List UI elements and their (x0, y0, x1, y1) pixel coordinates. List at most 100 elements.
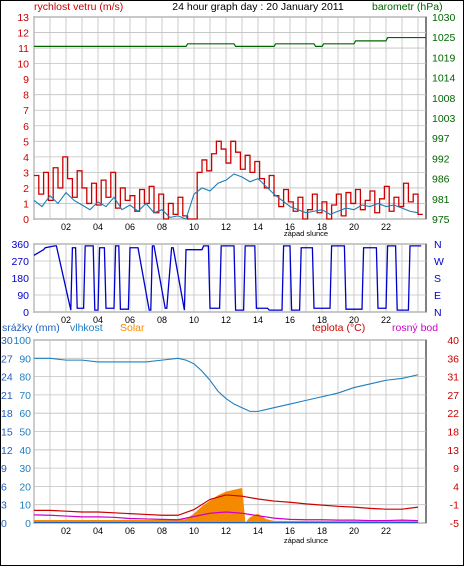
y-right-tick-label: N (434, 239, 442, 251)
y-left-tick-label: 13 (17, 12, 29, 24)
y-left-tick-label: 8 (23, 90, 29, 102)
series-dewpoint (33, 511, 419, 522)
rain-tick-label: 9 (1, 463, 7, 475)
y-right-tick-label: N (434, 307, 442, 319)
temperature-tick-label: 4 (453, 481, 459, 493)
rain-axis-title: srážky (mm) (2, 322, 60, 334)
series-wind-speed (34, 140, 423, 220)
rain-tick-label: 30 (1, 335, 13, 347)
rain-tick-label: 27 (1, 353, 13, 365)
dewpoint-axis-title: rosný bod (392, 322, 438, 334)
x-tick-label: 18 (317, 315, 327, 325)
series-temperature (34, 494, 419, 516)
rain-tick-label: 12 (1, 445, 13, 457)
y-left-tick-label: 0 (23, 307, 29, 319)
x-tick-label: 14 (253, 315, 263, 325)
temperature-tick-label: 40 (447, 335, 459, 347)
temperature-tick-label: 9 (453, 463, 459, 475)
y-right-tick-label: 1008 (432, 93, 456, 105)
y-left-tick-label: 0 (23, 214, 29, 226)
x-tick-label: 04 (93, 526, 103, 536)
wind-axis-title: rychlost vetru (m/s) (34, 1, 123, 13)
y-left-tick-label: 270 (11, 256, 29, 268)
rain-tick-label: 15 (1, 427, 13, 439)
temperature-axis-title: teplota (°C) (312, 322, 365, 334)
y-right-tick-label: W (434, 256, 444, 268)
temperature-tick-label: 31 (447, 372, 459, 384)
humidity-tick-label: 50 (19, 427, 31, 439)
humidity-tick-label: 90 (19, 353, 31, 365)
x-tick-label: 12 (221, 222, 231, 232)
x-tick-label: 02 (61, 315, 71, 325)
humidity-tick-label: 10 (19, 500, 31, 512)
y-left-tick-label: 1 (23, 198, 29, 210)
y-left-tick-label: 360 (11, 239, 29, 251)
x-tick-label: 22 (381, 315, 391, 325)
x-tick-label: 12 (221, 526, 231, 536)
y-left-tick-label: 9 (23, 74, 29, 86)
x-tick-label: 02 (61, 526, 71, 536)
series-wind-direction (33, 245, 422, 311)
series-humidity (34, 357, 419, 412)
temperature-tick-label: 22 (447, 408, 459, 420)
y-right-tick-label: 992 (432, 153, 450, 165)
wind-barometer-panel: 02 04 06 08 10 12 14 16 18 20 22012345678910111213… (17, 12, 455, 232)
series-barometer (34, 36, 426, 47)
x-tick-label: 20 (349, 222, 359, 232)
x-tick-label: 10 (189, 315, 199, 325)
temperature-tick-label: 18 (447, 427, 459, 439)
x-tick-label: 08 (157, 315, 167, 325)
temperature-tick-label: 13 (447, 445, 459, 457)
x-tick-label: 22 (381, 222, 391, 232)
x-tick-label: 10 (189, 526, 199, 536)
y-left-tick-label: 6 (23, 121, 29, 133)
rain-tick-label: 21 (1, 390, 13, 402)
y-right-tick-label: 981 (432, 194, 450, 206)
rain-tick-label: 0 (1, 518, 7, 530)
rain-tick-label: 18 (1, 408, 13, 420)
y-right-tick-label: 1019 (432, 52, 456, 64)
x-tick-label: 16 (285, 315, 295, 325)
y-left-tick-label: 180 (11, 273, 29, 285)
x-tick-label: 12 (221, 315, 231, 325)
sunset-note-3: západ slunce (284, 536, 328, 545)
y-left-tick-label: 3 (23, 167, 29, 179)
x-tick-label: 18 (317, 222, 327, 232)
x-tick-label: 10 (189, 222, 199, 232)
temperature-tick-label: -1 (450, 500, 459, 512)
x-tick-label: 08 (157, 526, 167, 536)
humidity-tick-label: 70 (19, 390, 31, 402)
humidity-tick-label: 100 (13, 335, 31, 347)
humidity-tick-label: 30 (19, 463, 31, 475)
x-tick-label: 22 (381, 526, 391, 536)
y-left-tick-label: 90 (17, 290, 29, 302)
temperature-tick-label: 27 (447, 390, 459, 402)
series-solar (33, 487, 419, 524)
humidity-tick-label: 0 (25, 518, 31, 530)
humidity-tick-label: 80 (19, 372, 31, 384)
x-tick-label: 16 (285, 222, 295, 232)
sunset-note-1: západ slunce (284, 229, 328, 238)
x-tick-label: 06 (125, 315, 135, 325)
plot-area (33, 16, 427, 220)
y-left-tick-label: 4 (23, 152, 29, 164)
y-right-tick-label: 1025 (432, 32, 456, 44)
rain-tick-label: 24 (1, 372, 13, 384)
y-right-tick-label: 997 (432, 133, 450, 145)
y-right-tick-label: 986 (432, 174, 450, 186)
x-tick-label: 14 (253, 222, 263, 232)
y-left-tick-label: 2 (23, 183, 29, 195)
x-tick-label: 06 (125, 526, 135, 536)
y-left-tick-label: 12 (17, 28, 29, 40)
temperature-tick-label: -5 (450, 518, 459, 530)
x-tick-label: 20 (349, 526, 359, 536)
humidity-axis-title: vlhkost (70, 322, 103, 334)
humidity-tick-label: 40 (19, 445, 31, 457)
x-tick-label: 14 (253, 526, 263, 536)
y-left-tick-label: 5 (23, 136, 29, 148)
y-right-tick-label: E (434, 290, 441, 302)
series-wind-average (33, 173, 419, 220)
humidity-tick-label: 20 (19, 481, 31, 493)
